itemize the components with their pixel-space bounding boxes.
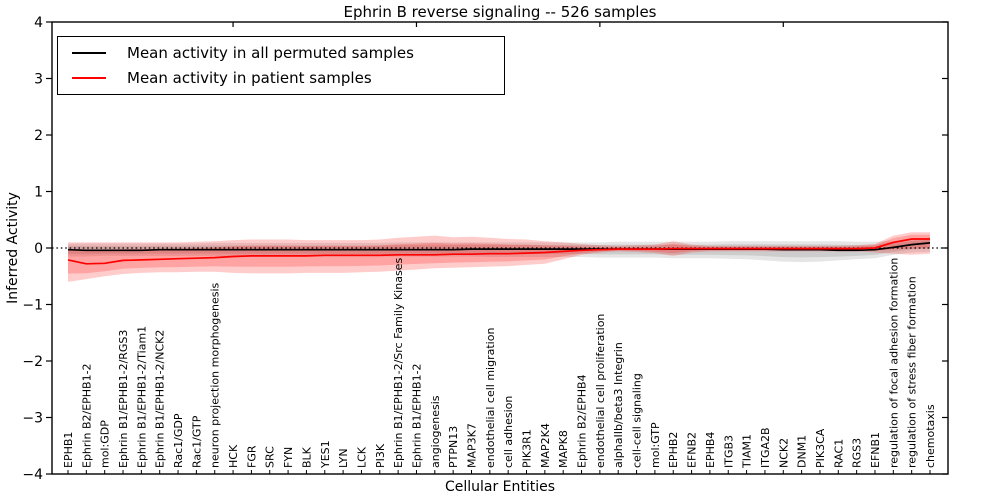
x-tick-label: PI3K: [374, 443, 387, 468]
x-tick-label: LYN: [337, 448, 350, 468]
legend-label-permuted: Mean activity in all permuted samples: [127, 44, 414, 62]
x-tick-label: MAP3K7: [465, 423, 478, 468]
legend-row-permuted: Mean activity in all permuted samples: [72, 44, 504, 62]
x-tick-label: Ephrin B2/EPHB1-2: [80, 363, 93, 468]
x-tick-label: EPHB1: [62, 432, 75, 468]
x-tick-label: SRC: [264, 446, 277, 468]
x-tick-label: PIK3R1: [521, 429, 534, 468]
x-tick-label: mol:GTP: [649, 422, 662, 468]
x-tick-label: regulation of focal adhesion formation: [887, 258, 900, 468]
x-tick-label: EFNB2: [686, 432, 699, 468]
x-tick-label: HCK: [227, 444, 240, 468]
x-tick-label: MAP2K4: [539, 423, 552, 468]
x-tick-label: Ephrin B2/EPHB4: [576, 374, 589, 468]
x-tick-label: RAC1: [832, 439, 845, 468]
x-tick-label: FYN: [282, 447, 295, 468]
x-tick-label: Ephrin B1/EPHB1-2: [410, 363, 423, 468]
x-tick-label: ITGA2B: [759, 427, 772, 468]
y-tick-label: −1: [22, 298, 43, 314]
x-tick-label: alphaIIb/beta3 Integrin: [612, 342, 625, 468]
x-tick-label: TIAM1: [741, 434, 754, 469]
x-axis-label: Cellular Entities: [444, 479, 556, 495]
x-tick-label: NCK2: [777, 438, 790, 468]
x-tick-label: cell adhesion: [502, 396, 515, 468]
x-tick-label: Rac1/GTP: [190, 415, 203, 468]
x-tick-label: endothelial cell proliferation: [594, 314, 607, 468]
y-tick-label: 1: [34, 185, 43, 201]
x-tick-label: neuron projection morphogenesis: [209, 282, 222, 468]
x-tick-label: EPHB2: [667, 432, 680, 468]
x-tick-label: chemotaxis: [924, 404, 937, 468]
y-tick-label: 3: [34, 72, 43, 88]
x-tick-label: EPHB4: [704, 432, 717, 468]
patient-band-outer: [68, 232, 930, 282]
x-tick-label: PTPN13: [447, 426, 460, 468]
y-axis-label: Inferred Activity: [5, 192, 21, 304]
x-tick-label: Ephrin B1/EPHB1-2/Tiam1: [135, 326, 148, 468]
x-tick-label: Rac1/GDP: [172, 413, 185, 468]
y-tick-label: 2: [34, 128, 43, 144]
permuted-line-sample-icon: [72, 52, 106, 54]
patient-mean-line: [67, 238, 930, 265]
x-tick-label: mol:GDP: [99, 420, 112, 468]
y-tick-label: −4: [22, 467, 43, 483]
x-tick-label: YES1: [319, 440, 332, 469]
x-tick-label: PIK3CA: [814, 428, 827, 468]
x-tick-label: MAPK8: [557, 430, 570, 468]
x-tick-label: regulation of stress fiber formation: [906, 276, 919, 468]
legend: Mean activity in all permuted samples Me…: [57, 36, 505, 95]
x-tick-label: endothelial cell migration: [484, 328, 497, 468]
legend-row-patient: Mean activity in patient samples: [72, 69, 504, 87]
y-tick-label: 4: [34, 15, 43, 31]
x-tick-label: Ephrin B1/EPHB1-2/RGS3: [117, 330, 130, 468]
x-tick-label: LCK: [355, 446, 368, 468]
x-tick-label: ITGB3: [722, 435, 735, 468]
x-tick-label: Ephrin B1/EPHB1-2/NCK2: [154, 330, 167, 468]
x-tick-label: EFNB1: [869, 432, 882, 468]
chart-title: Ephrin B reverse signaling -- 526 sample…: [343, 3, 657, 21]
x-tick-label: angiogenesis: [429, 395, 442, 468]
x-tick-label: RGS3: [851, 438, 864, 468]
legend-label-patient: Mean activity in patient samples: [127, 69, 372, 87]
y-tick-label: −2: [22, 354, 43, 370]
y-tick-label: 0: [34, 241, 43, 257]
x-tick-label: BLK: [300, 446, 313, 468]
y-tick-label: −3: [22, 411, 43, 427]
x-tick-label: FGR: [245, 445, 258, 468]
permuted-mean-line: [67, 242, 931, 252]
patient-line-sample-icon: [72, 77, 106, 79]
x-tick-label: cell-cell signaling: [631, 373, 644, 468]
x-tick-label: Ephrin B1/EPHB1-2/Src Family Kinases: [392, 258, 405, 468]
x-tick-label: DNM1: [796, 435, 809, 468]
